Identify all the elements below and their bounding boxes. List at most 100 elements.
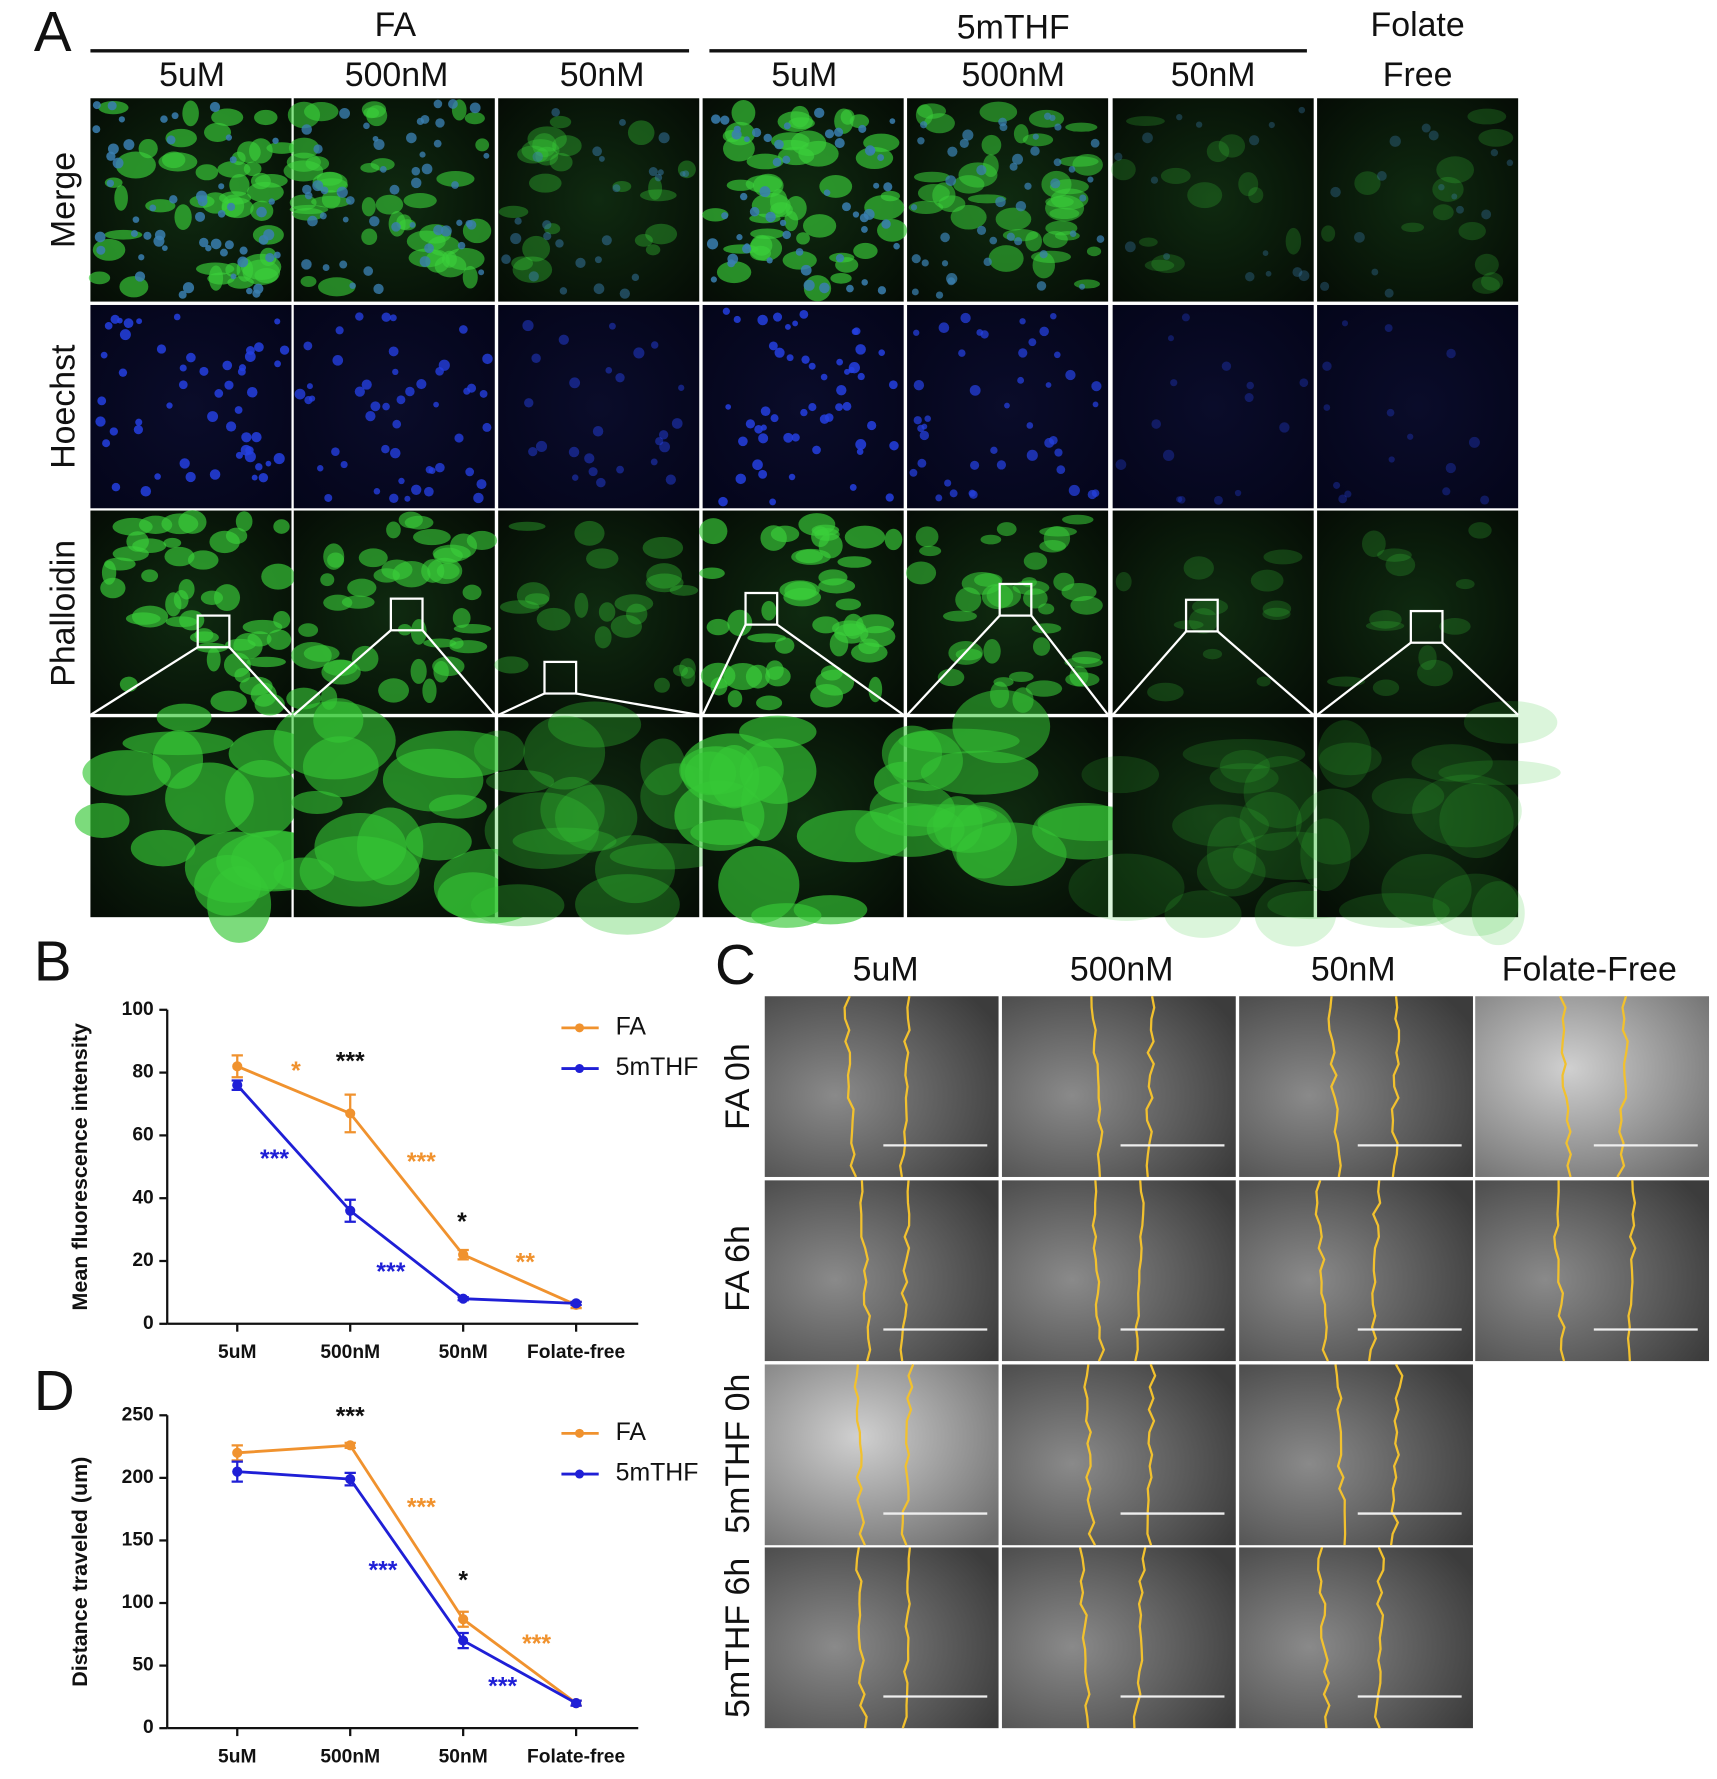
nucleus [331, 447, 340, 456]
cell [187, 550, 219, 570]
column-label: 500nM [345, 56, 449, 94]
nucleus [917, 137, 925, 145]
zoom-box [196, 614, 231, 649]
nucleus [1279, 422, 1290, 433]
brightfield-image [764, 1364, 999, 1546]
nucleus [179, 458, 190, 469]
nucleus [1181, 313, 1190, 322]
nucleus [786, 354, 794, 362]
micrograph [498, 717, 700, 918]
cell [246, 656, 286, 668]
nucleus [648, 166, 658, 177]
panel-letter: C [715, 933, 756, 996]
legend-label: FA [616, 1419, 647, 1446]
nucleus [112, 157, 124, 169]
data-point [458, 1635, 469, 1646]
cell [913, 171, 950, 183]
nucleus [727, 259, 736, 268]
nucleus [153, 235, 165, 247]
nucleus [381, 312, 391, 322]
nucleus [92, 101, 101, 110]
nucleus [766, 257, 773, 264]
cell [532, 133, 557, 158]
micrograph [1112, 510, 1314, 714]
nucleus [178, 380, 188, 390]
nucleus [345, 196, 355, 205]
actin [1295, 788, 1370, 865]
actin [130, 829, 196, 867]
nucleus [166, 135, 176, 145]
actin [225, 760, 299, 838]
nucleus [457, 241, 466, 250]
cell [700, 662, 736, 689]
nucleus [389, 184, 400, 195]
nucleus [824, 129, 835, 139]
nucleus [169, 195, 178, 204]
cell [1262, 607, 1291, 620]
y-tick-label: 100 [122, 1592, 154, 1613]
nucleus [396, 395, 406, 405]
nucleus [558, 334, 569, 345]
cell [88, 271, 111, 285]
nucleus [100, 351, 108, 359]
nucleus [1268, 121, 1275, 129]
cell [406, 230, 446, 252]
actin [1300, 818, 1351, 892]
nucleus [301, 124, 312, 135]
nucleus [911, 288, 919, 296]
nucleus [409, 221, 416, 228]
cell [363, 107, 380, 119]
cell [464, 112, 485, 125]
cell [1418, 645, 1437, 671]
cell [427, 557, 463, 584]
nucleus [1481, 209, 1492, 220]
column-label: 500nM [961, 56, 1065, 94]
actin [1381, 853, 1472, 927]
nucleus [543, 232, 552, 241]
nucleus [239, 246, 248, 255]
cell [937, 668, 965, 687]
cell [919, 545, 942, 557]
nucleus [1388, 456, 1395, 463]
cell [323, 659, 358, 676]
nucleus [404, 495, 411, 502]
nucleus [459, 325, 468, 334]
actin [1164, 890, 1242, 938]
brightfield-image [1001, 996, 1236, 1177]
cell [453, 623, 492, 634]
nucleus [294, 388, 306, 400]
nucleus [1262, 250, 1269, 256]
nucleus [947, 277, 956, 286]
cell [598, 602, 616, 622]
actin [1412, 774, 1522, 848]
nucleus [744, 243, 750, 250]
cell [979, 101, 1018, 123]
nucleus [225, 421, 237, 432]
significance: *** [522, 1631, 551, 1658]
nucleus [976, 165, 987, 176]
nucleus [990, 446, 998, 455]
nucleus [1054, 123, 1062, 131]
y-axis-label: Distance traveled (um) [68, 1457, 92, 1687]
cell [819, 175, 853, 198]
nucleus [835, 403, 843, 412]
nucleus [836, 358, 843, 366]
cell [361, 228, 378, 246]
nucleus [1032, 133, 1039, 140]
cell [174, 204, 192, 230]
nucleus [1056, 465, 1066, 475]
nucleus [657, 169, 664, 176]
nucleus [219, 248, 228, 257]
actin [575, 874, 680, 935]
nucleus [1213, 495, 1223, 505]
cell [242, 619, 283, 635]
nucleus [272, 137, 279, 144]
cell [835, 598, 862, 611]
brightfield-image [1239, 1547, 1473, 1729]
nucleus [107, 143, 119, 155]
nucleus [763, 133, 772, 143]
nucleus [482, 422, 492, 432]
nucleus [501, 254, 511, 265]
nucleus [913, 380, 925, 391]
cell [378, 678, 410, 703]
